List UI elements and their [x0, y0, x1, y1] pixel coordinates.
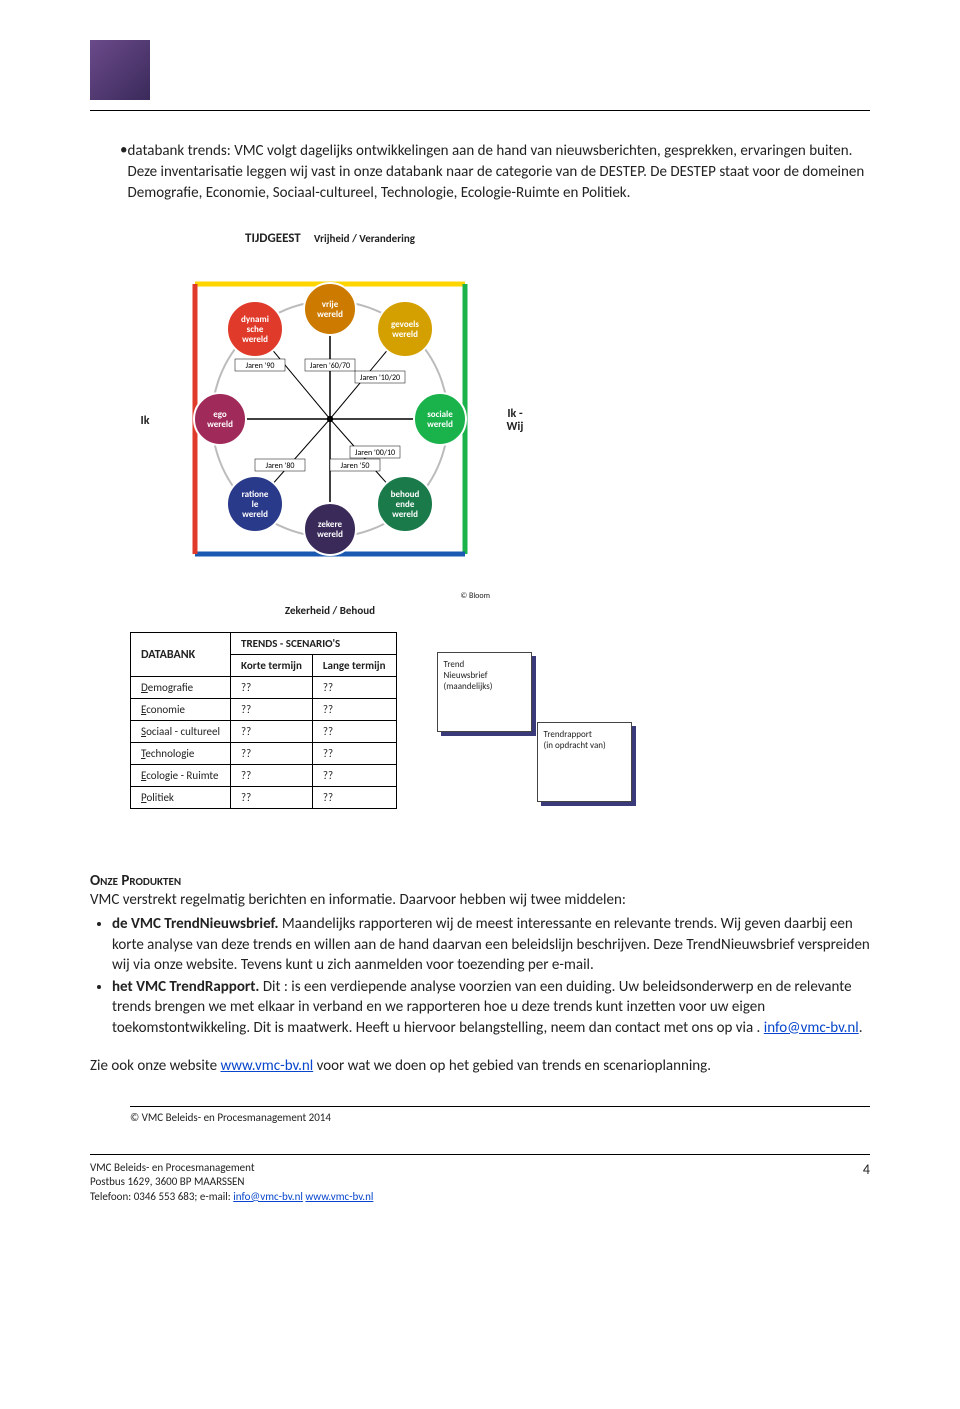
tijdgeest-diagram: TIJDGEEST Vrijheid / Verandering Ik dyna…: [130, 229, 530, 617]
intro-paragraph: • databank trends: VMC volgt dagelijks o…: [120, 141, 870, 204]
table-row: Technologie????: [131, 743, 397, 765]
output-boxes: TrendNieuwsbrief(maandelijks) Trendrappo…: [437, 632, 657, 852]
box-trendrapport: Trendrapport(in opdracht van): [537, 722, 632, 802]
row-label: Ecologie - Ruimte: [131, 765, 231, 787]
table-row: Politiek????: [131, 787, 397, 809]
era-tag: Jaren '60/70: [310, 361, 350, 371]
row-label: Demografie: [131, 677, 231, 699]
node-label: wereld: [207, 419, 233, 430]
era-tag: Jaren '00/10: [355, 448, 395, 458]
cell-kort: ??: [231, 721, 313, 743]
table-col2: Lange termijn: [312, 655, 396, 677]
footer-line3: Telefoon: 0346 553 683; e-mail: info@vmc…: [90, 1190, 373, 1204]
footer-block: VMC Beleids- en Procesmanagement Postbus…: [90, 1161, 870, 1204]
outro-paragraph: Zie ook onze website www.vmc-bv.nl voor …: [90, 1056, 870, 1076]
intro-text: VMC volgt dagelijks ontwikkelingen aan d…: [128, 142, 865, 202]
box-nieuwsbrief: TrendNieuwsbrief(maandelijks): [437, 652, 532, 732]
table-header-left: DATABANK: [131, 633, 231, 677]
axis-right-label: Ik - Wij: [500, 408, 530, 434]
email-link[interactable]: info@vmc-bv.nl: [764, 1019, 859, 1037]
node-label: wereld: [242, 509, 268, 520]
era-tag: Jaren '90: [246, 361, 275, 371]
cell-lang: ??: [312, 787, 396, 809]
header-rule: [90, 110, 870, 111]
footer-site-link[interactable]: www.vmc-bv.nl: [305, 1190, 373, 1203]
axis-left-label: Ik: [130, 414, 160, 428]
node-label: wereld: [392, 329, 418, 340]
cell-lang: ??: [312, 743, 396, 765]
databank-table: DATABANK TRENDS - SCENARIO'S Korte termi…: [130, 632, 397, 809]
table-row: Demografie????: [131, 677, 397, 699]
website-link[interactable]: www.vmc-bv.nl: [220, 1057, 313, 1075]
cell-kort: ??: [231, 699, 313, 721]
node-label: wereld: [317, 529, 343, 540]
diagram-title: TIJDGEEST: [245, 231, 301, 246]
product-list: de VMC TrendNieuwsbrief. Maandelijks rap…: [112, 914, 870, 1038]
node-label: wereld: [242, 334, 268, 345]
footer-line2: Postbus 1629, 3600 BP MAARSSEN: [90, 1175, 373, 1189]
cell-lang: ??: [312, 677, 396, 699]
era-tag: Jaren '50: [341, 461, 370, 471]
table-row: Ecologie - Ruimte????: [131, 765, 397, 787]
cell-lang: ??: [312, 699, 396, 721]
footer-email-link[interactable]: info@vmc-bv.nl: [233, 1190, 303, 1203]
footer-copyright: © VMC Beleids- en Procesmanagement 2014: [130, 1111, 870, 1124]
footer-rule-2: [90, 1154, 870, 1155]
node-label: wereld: [427, 419, 453, 430]
list-item: de VMC TrendNieuwsbrief. Maandelijks rap…: [112, 914, 870, 975]
row-label: Economie: [131, 699, 231, 721]
cell-kort: ??: [231, 677, 313, 699]
axis-top-label: Vrijheid / Verandering: [314, 232, 415, 245]
table-header-right: TRENDS - SCENARIO'S: [231, 633, 396, 655]
section-title: Onze Produkten: [90, 872, 870, 890]
footer-rule-1: [130, 1106, 870, 1107]
cell-kort: ??: [231, 787, 313, 809]
page-number: 4: [863, 1161, 870, 1204]
cell-kort: ??: [231, 743, 313, 765]
logo-image: [90, 40, 150, 100]
list-item: het VMC TrendRapport. Dit : is een verdi…: [112, 977, 870, 1038]
row-label: Sociaal - cultureel: [131, 721, 231, 743]
cell-lang: ??: [312, 765, 396, 787]
era-tag: Jaren '80: [266, 461, 295, 471]
table-col1: Korte termijn: [231, 655, 313, 677]
section-lead: VMC verstrekt regelmatig berichten en in…: [90, 890, 870, 910]
row-label: Politiek: [131, 787, 231, 809]
cell-lang: ??: [312, 721, 396, 743]
table-row: Sociaal - cultureel????: [131, 721, 397, 743]
era-tag: Jaren '10/20: [360, 373, 400, 383]
li1-bold: de VMC TrendNieuwsbrief.: [112, 915, 278, 933]
node-label: wereld: [392, 509, 418, 520]
cell-kort: ??: [231, 765, 313, 787]
diagram-svg: dynamischewereldvrijewereldgevoelswereld…: [160, 249, 500, 589]
table-row: Economie????: [131, 699, 397, 721]
intro-lead: databank trends:: [128, 142, 231, 160]
li2-bold: het VMC TrendRapport.: [112, 978, 259, 996]
axis-bottom-label: Zekerheid / Behoud: [130, 604, 530, 617]
footer-line1: VMC Beleids- en Procesmanagement: [90, 1161, 373, 1175]
node-label: wereld: [317, 309, 343, 320]
row-label: Technologie: [131, 743, 231, 765]
